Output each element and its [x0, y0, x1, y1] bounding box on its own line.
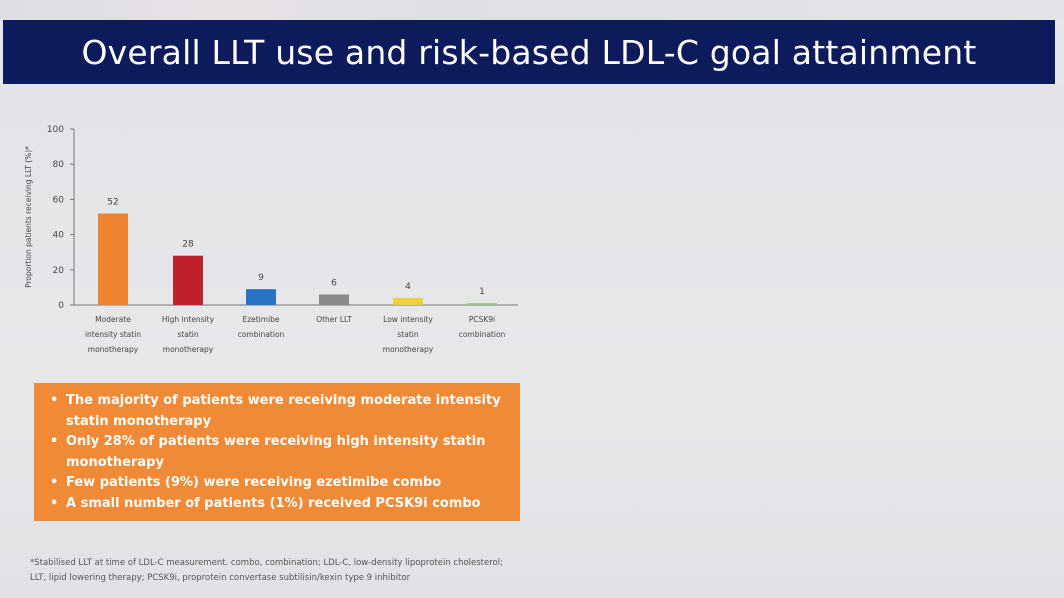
x-category-label: monotherapy [163, 345, 214, 354]
summary-bullet: A small number of patients (1%) received… [50, 494, 506, 515]
bar-data-label: 9 [258, 273, 264, 283]
x-category-label: statin [177, 330, 198, 339]
title-bar: Overall LLT use and risk-based LDL-C goa… [3, 20, 1055, 84]
y-tick-label: 40 [53, 231, 65, 241]
summary-bullet: Few patients (9%) were receiving ezetimi… [50, 473, 506, 494]
bar-data-label: 28 [182, 240, 194, 250]
y-tick-label: 0 [58, 301, 64, 311]
bar-data-label: 4 [405, 282, 411, 292]
summary-bullet: Only 28% of patients were receiving high… [50, 432, 506, 473]
bar-data-label: 52 [107, 197, 118, 207]
bar-data-label: 1 [479, 287, 485, 297]
bar [98, 213, 128, 305]
y-axis-title: Proportion patients receiving LLT (%)* [24, 146, 33, 288]
summary-bullet-line: statin monotherapy [66, 413, 212, 429]
bar [246, 289, 276, 305]
summary-bullet-line: A small number of patients (1%) received… [66, 495, 481, 511]
summary-callout: The majority of patients were receiving … [34, 383, 520, 521]
summary-bullet-line: Only 28% of patients were receiving high… [66, 434, 486, 449]
y-tick-label: 80 [53, 160, 65, 170]
y-tick-label: 100 [47, 125, 64, 135]
top-decor-strip [0, 0, 1064, 20]
x-category-label: Ezetimibe [242, 315, 279, 324]
bar [173, 255, 203, 305]
x-category-label: Low intensity [383, 315, 433, 324]
x-category-label: PCSK9i [469, 315, 495, 324]
x-category-label: monotherapy [383, 345, 434, 354]
summary-bullet-list: The majority of patients were receiving … [48, 391, 506, 514]
footnote-line-1: *Stabilised LLT at time of LDL-C measure… [30, 558, 503, 568]
x-category-label: statin [397, 330, 418, 339]
summary-bullet-line: Few patients (9%) were receiving ezetimi… [66, 475, 442, 490]
bar [319, 294, 349, 305]
summary-bullet-line: The majority of patients were receiving … [66, 393, 501, 408]
x-category-label: combination [459, 330, 506, 339]
slide-title: Overall LLT use and risk-based LDL-C goa… [81, 32, 977, 72]
x-category-label: Moderate [95, 315, 131, 324]
x-category-label: monotherapy [88, 345, 139, 354]
x-category-label: intensity statin [85, 330, 141, 339]
bar [393, 297, 423, 305]
summary-bullet: The majority of patients were receiving … [50, 391, 506, 432]
bar [467, 303, 497, 305]
summary-bullet-line: monotherapy [66, 454, 164, 470]
y-tick-label: 20 [53, 266, 65, 276]
y-tick-label: 60 [53, 195, 65, 205]
bar-data-label: 6 [331, 278, 337, 288]
footnote-line-2: LLT, lipid lowering therapy; PCSK9i, pro… [30, 573, 411, 583]
x-category-label: High intensity [162, 315, 215, 324]
x-category-label: combination [238, 330, 285, 339]
footnote: *Stabilised LLT at time of LDL-C measure… [30, 556, 650, 586]
x-category-label: Other LLT [316, 315, 352, 324]
